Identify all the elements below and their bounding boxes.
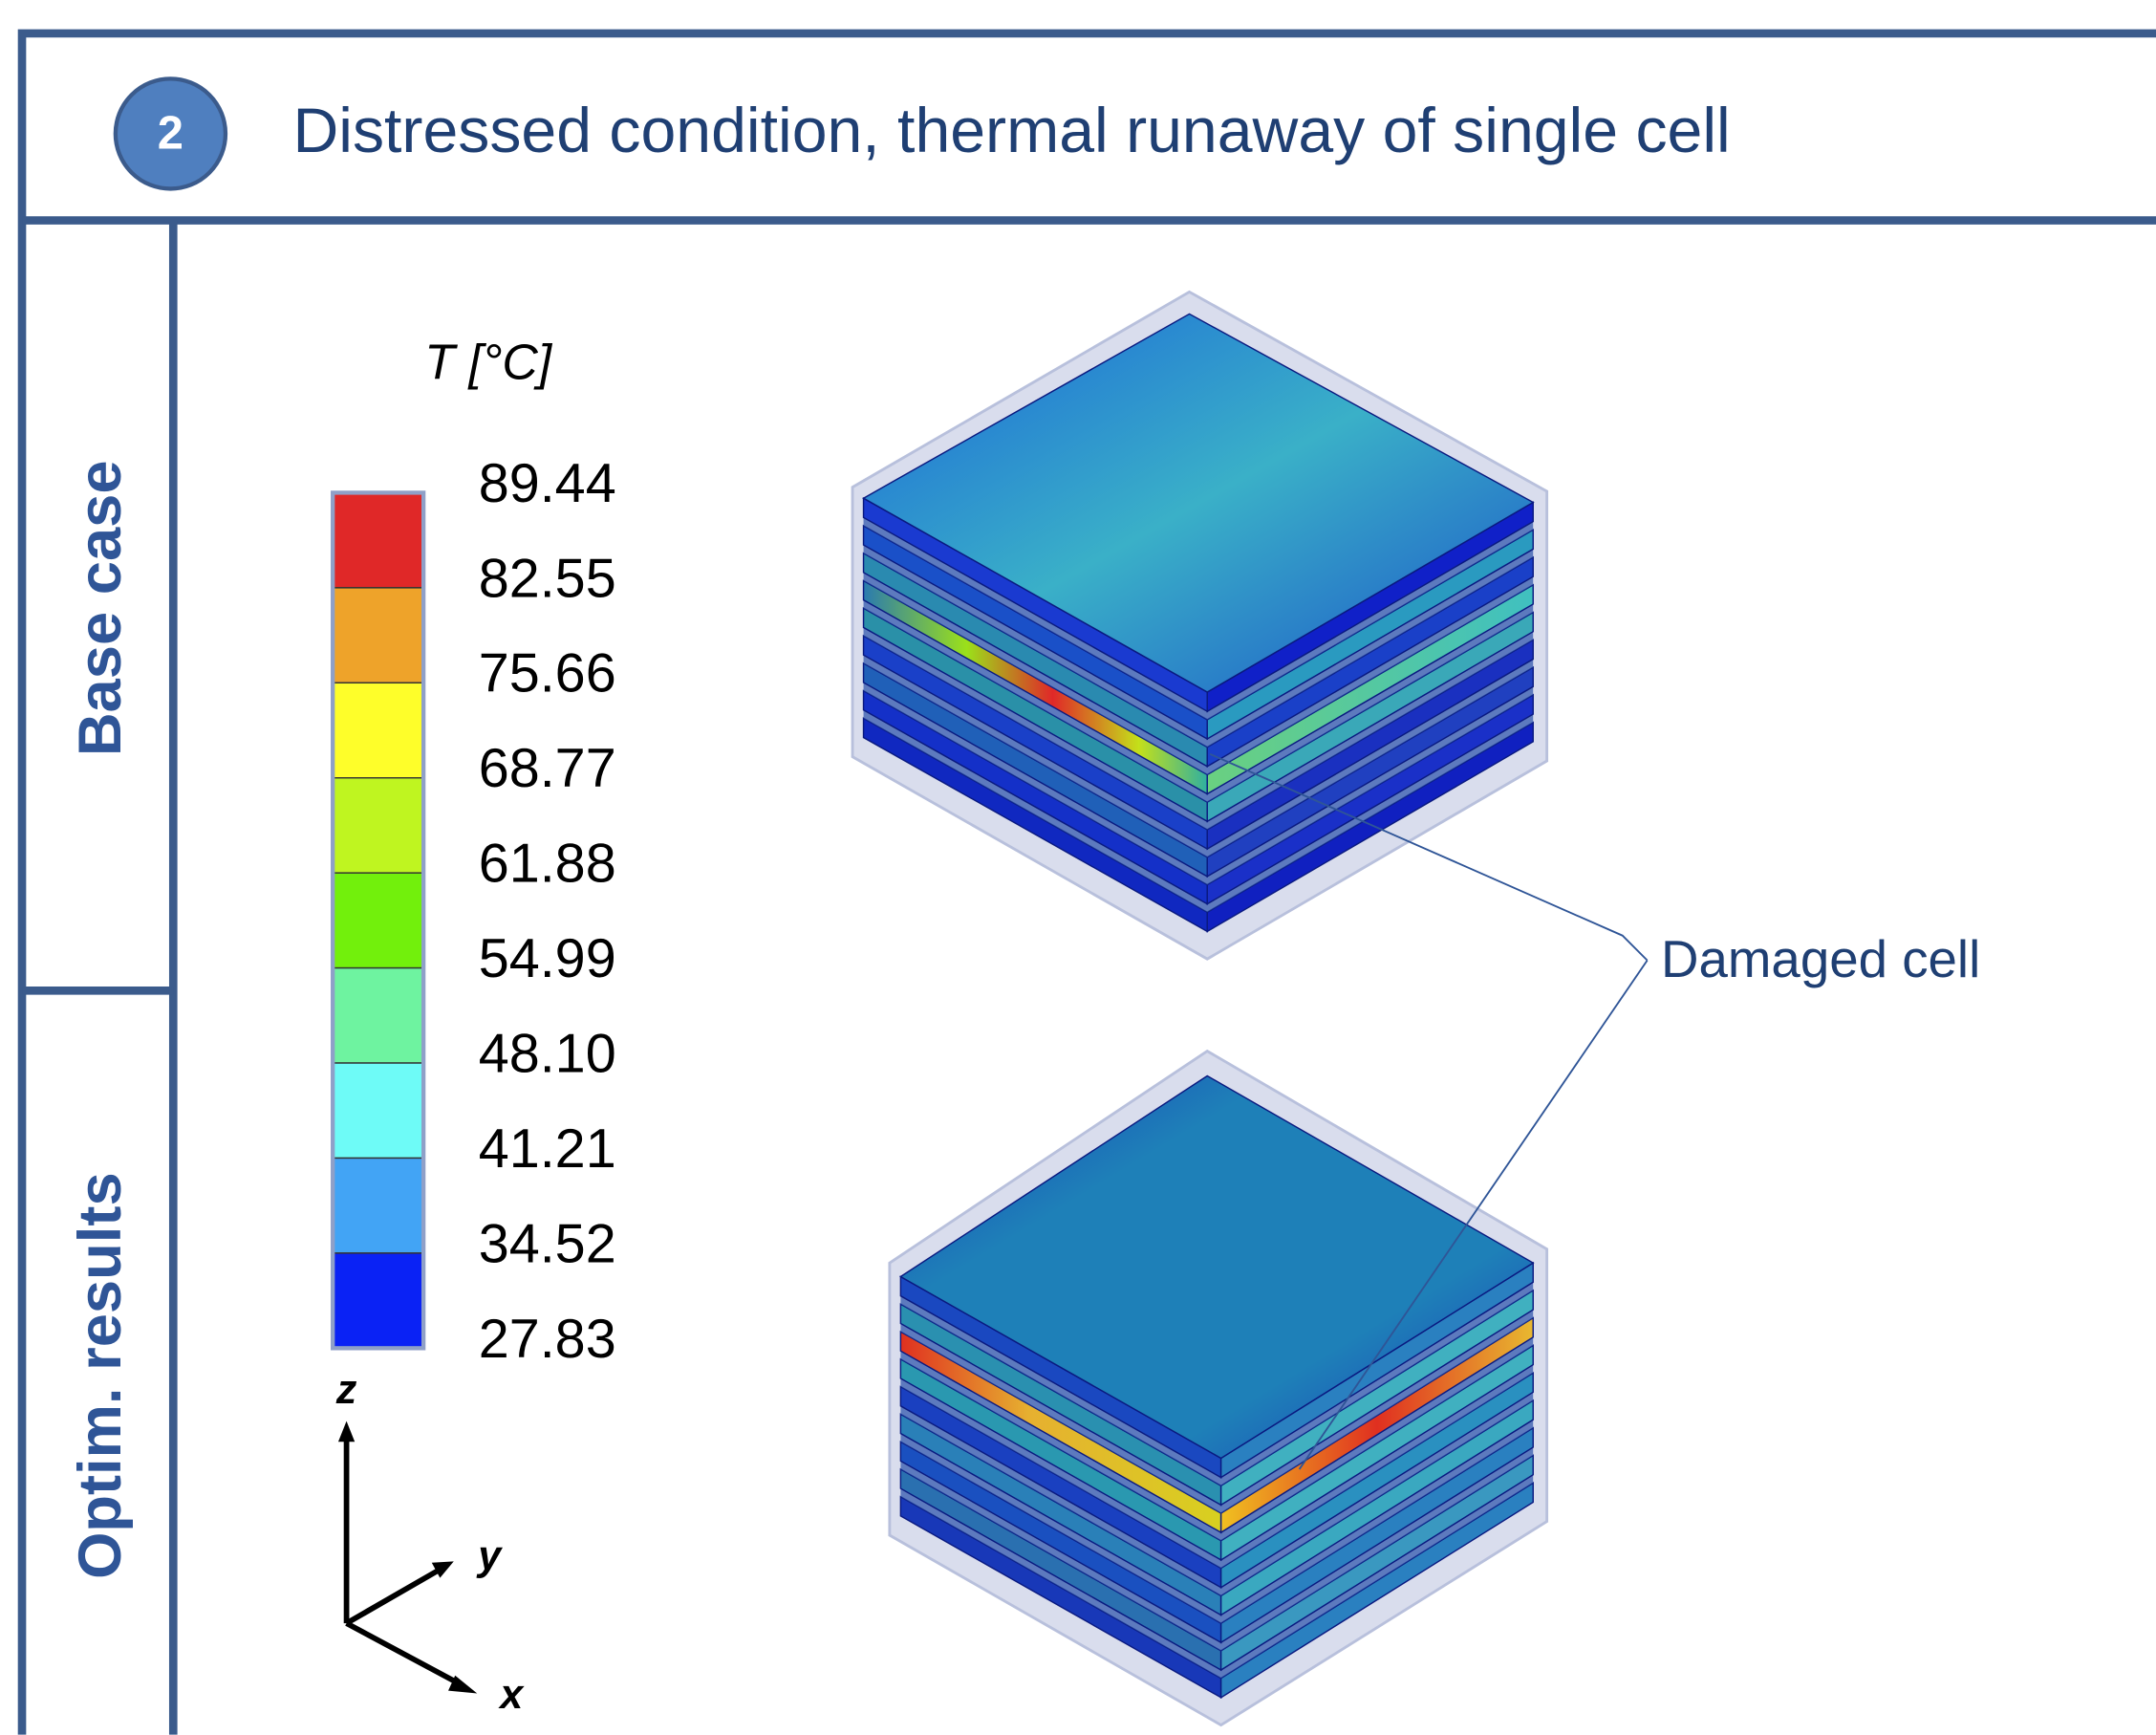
color-band [333, 1158, 423, 1252]
legend-label: 27.83 [479, 1309, 616, 1370]
color-band [333, 683, 423, 777]
legend-label: 48.10 [479, 1023, 616, 1084]
step-number: 2 [158, 108, 183, 160]
legend-label: 68.77 [479, 738, 616, 799]
color-band [333, 778, 423, 873]
axis-triad [338, 1421, 477, 1694]
colorbar: 89.44 82.55 75.66 68.77 61.88 54.99 48.10 41.21… [333, 453, 616, 1370]
color-band [333, 492, 423, 587]
legend-label: 75.66 [479, 643, 616, 705]
page: {"header": {"number": "2", "title": "Dis… [0, 0, 2156, 1735]
color-band [333, 588, 423, 683]
figure: 2 Distressed condition, thermal runaway … [0, 0, 2156, 1735]
color-band [333, 1063, 423, 1158]
row-label: Optim. results [67, 1172, 134, 1579]
axis-label: z [335, 1367, 357, 1413]
legend-label: 41.21 [479, 1118, 616, 1180]
legend-label: 89.44 [479, 453, 616, 514]
legend-title: T [°C] [424, 335, 553, 390]
annotation: Damaged cell [1661, 930, 1980, 988]
axis-label: x [498, 1672, 525, 1718]
row-label: Base case [67, 460, 134, 756]
color-band [333, 968, 423, 1063]
legend-label: 82.55 [479, 548, 616, 609]
legend-label: 54.99 [479, 928, 616, 989]
legend-label: 61.88 [479, 834, 616, 895]
battery-stacks [852, 292, 1547, 1724]
legend-label: 34.52 [479, 1213, 616, 1274]
title: Distressed condition, thermal runaway of… [292, 96, 1730, 166]
axis-label: y [476, 1533, 503, 1579]
color-band [333, 873, 423, 967]
color-band [333, 1253, 423, 1348]
